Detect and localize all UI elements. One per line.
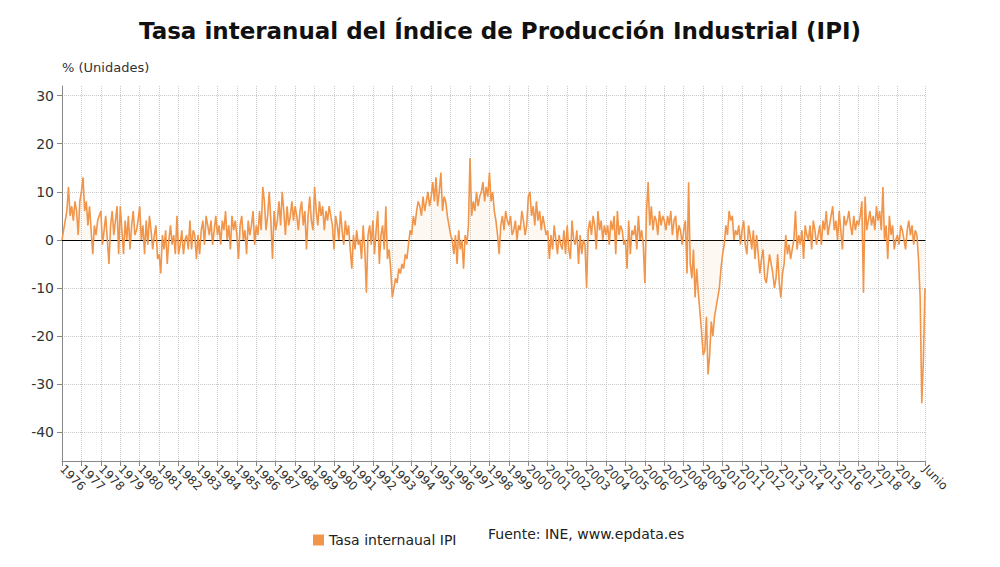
svg-text:2002: 2002 [562,462,594,494]
svg-text:1995: 1995 [426,462,458,494]
svg-text:2016: 2016 [834,462,866,494]
svg-text:Fuente: INE, www.epdata.es: Fuente: INE, www.epdata.es [488,526,684,542]
svg-text:2005: 2005 [620,462,652,494]
svg-text:2015: 2015 [814,462,847,494]
svg-text:2017: 2017 [853,462,886,494]
svg-text:Tasa interanual del Índice de: Tasa interanual del Índice de Producción… [139,17,861,44]
svg-text:1997: 1997 [465,462,497,494]
svg-text:1985: 1985 [231,462,264,494]
svg-text:1983: 1983 [193,462,225,494]
svg-text:1989: 1989 [309,462,342,494]
svg-text:1996: 1996 [445,462,478,494]
svg-text:0: 0 [45,232,54,248]
svg-text:1980: 1980 [134,462,167,494]
svg-text:2001: 2001 [542,462,575,494]
svg-text:1979: 1979 [115,462,147,494]
svg-text:-20: -20 [31,328,54,344]
svg-text:2007: 2007 [659,462,691,494]
svg-text:1999: 1999 [503,462,536,494]
svg-text:1990: 1990 [329,462,361,494]
svg-text:-10: -10 [31,280,54,296]
svg-text:2008: 2008 [678,462,711,494]
svg-text:1994: 1994 [406,462,439,494]
svg-text:1986: 1986 [251,462,283,494]
svg-text:1984: 1984 [212,462,244,494]
svg-text:2013: 2013 [775,462,808,494]
svg-text:1981: 1981 [154,462,186,494]
svg-text:1976: 1976 [57,462,89,494]
svg-text:-30: -30 [31,376,54,392]
svg-text:2011: 2011 [737,462,769,494]
svg-text:2014: 2014 [795,462,827,494]
svg-text:1982: 1982 [173,462,206,494]
svg-text:2010: 2010 [717,462,750,494]
svg-text:% (Unidades): % (Unidades) [62,60,149,75]
svg-text:1977: 1977 [76,462,108,494]
svg-text:2018: 2018 [873,462,905,494]
svg-text:1988: 1988 [290,462,322,494]
svg-text:1991: 1991 [348,462,380,494]
svg-text:2003: 2003 [581,462,614,494]
svg-text:10: 10 [36,184,54,200]
svg-text:1998: 1998 [484,462,516,494]
svg-text:1993: 1993 [387,462,419,494]
svg-text:30: 30 [36,88,54,104]
svg-text:Junio: Junio [919,461,950,492]
svg-text:2006: 2006 [639,462,672,494]
svg-text:1978: 1978 [95,462,128,494]
svg-text:2009: 2009 [698,462,730,494]
svg-text:2012: 2012 [756,462,788,494]
svg-text:Tasa internaual IPI: Tasa internaual IPI [328,532,456,548]
svg-text:20: 20 [36,136,54,152]
svg-text:2000: 2000 [523,462,555,494]
svg-text:1992: 1992 [367,462,400,494]
svg-text:1987: 1987 [270,462,303,494]
svg-text:-40: -40 [31,424,54,440]
svg-text:2004: 2004 [601,462,633,494]
svg-text:2019: 2019 [893,462,924,493]
